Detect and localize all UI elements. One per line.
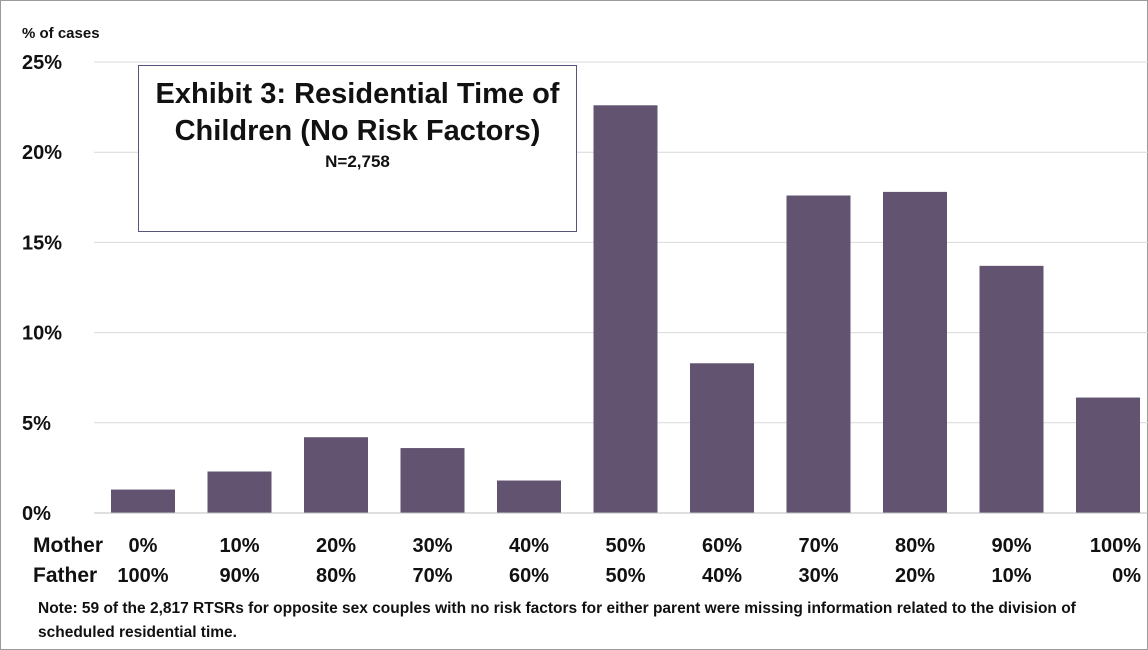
x-tick-label-mother: 20% — [316, 535, 356, 557]
footnote: Note: 59 of the 2,817 RTSRs for opposite… — [38, 600, 1076, 641]
bar — [400, 448, 465, 513]
y-tick-label: 20% — [22, 142, 62, 164]
x-tick-label-father: 80% — [316, 565, 356, 587]
x-tick-label-mother: 30% — [412, 535, 452, 557]
bar — [690, 363, 754, 513]
y-tick-label: 10% — [22, 323, 62, 345]
x-tick-label-father: 40% — [702, 565, 742, 587]
x-tick-label-mother: 60% — [702, 535, 742, 557]
x-tick-label-father: 100% — [117, 565, 168, 587]
x-tick-labels: 0% 100% 10% 90% 20% 80% 30% 70% 40% 60% 50% 50% 60% 4… — [117, 535, 1141, 587]
bar — [883, 191, 947, 513]
bar — [979, 265, 1044, 513]
bar — [786, 195, 851, 513]
chart-title-box: Exhibit 3: Residential Time of Children … — [138, 65, 577, 232]
x-tick-label-father: 0% — [1112, 565, 1141, 587]
x-tick-label-father: 70% — [412, 565, 452, 587]
chart-title: Exhibit 3: Residential Time of Children … — [155, 78, 560, 147]
row-label-father: Father — [33, 564, 97, 587]
y-axis-title: % of cases — [22, 25, 100, 42]
bar — [497, 480, 561, 513]
y-tick-label: 25% — [22, 52, 62, 74]
y-tick-labels: 0% 5% 10% 15% 20% 25% — [22, 52, 62, 525]
x-tick-label-mother: 80% — [895, 535, 935, 557]
x-tick-label-mother: 90% — [991, 535, 1031, 557]
x-tick-label-father: 50% — [605, 565, 645, 587]
bars — [111, 105, 1140, 514]
bar — [111, 489, 175, 513]
bar — [593, 105, 658, 514]
y-tick-label: 5% — [22, 413, 51, 435]
y-tick-label: 0% — [22, 503, 51, 525]
x-tick-label-mother: 100% — [1090, 535, 1141, 557]
bar — [304, 437, 368, 513]
x-tick-label-mother: 0% — [129, 535, 158, 557]
x-tick-label-father: 20% — [895, 565, 935, 587]
x-tick-label-father: 30% — [798, 565, 838, 587]
x-tick-label-father: 60% — [509, 565, 549, 587]
chart-subtitle: N=2,758 — [325, 152, 390, 171]
x-tick-label-mother: 10% — [219, 535, 259, 557]
x-tick-label-father: 90% — [219, 565, 259, 587]
bar — [1076, 397, 1140, 513]
row-label-mother: Mother — [33, 534, 103, 557]
bar — [207, 471, 272, 513]
x-tick-label-mother: 70% — [798, 535, 838, 557]
x-tick-label-mother: 50% — [605, 535, 645, 557]
x-tick-label-mother: 40% — [509, 535, 549, 557]
y-tick-label: 15% — [22, 232, 62, 254]
x-tick-label-father: 10% — [991, 565, 1031, 587]
